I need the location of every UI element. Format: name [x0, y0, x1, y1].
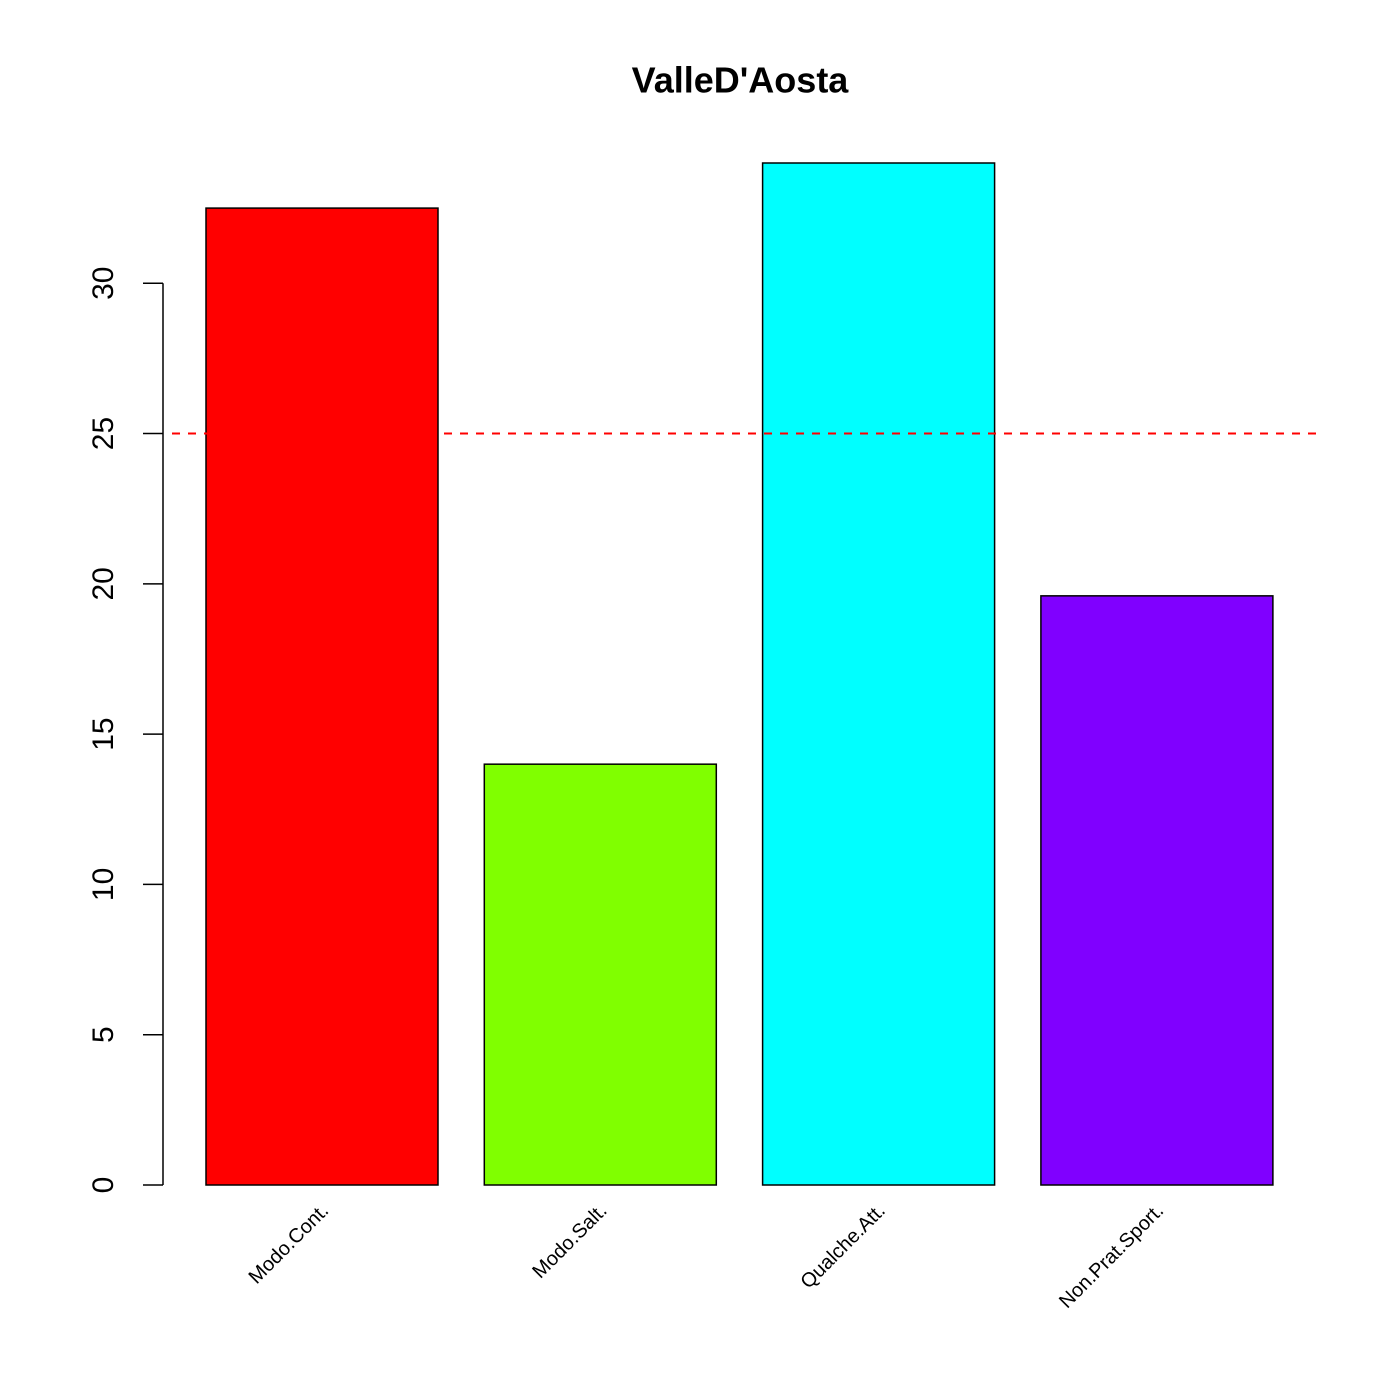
- y-tick-label: 15: [87, 717, 120, 750]
- x-tick-label: Modo.Cont.: [245, 1200, 334, 1289]
- y-tick-label: 0: [87, 1177, 120, 1194]
- bar: [483, 763, 718, 1186]
- y-tick-label: 30: [87, 267, 120, 300]
- y-tick-label: 10: [87, 868, 120, 901]
- y-tick-label: 25: [87, 417, 120, 450]
- x-tick-label: Modo.Salt.: [528, 1200, 611, 1283]
- x-tick-label: Non.Prat.Sport.: [1055, 1200, 1168, 1313]
- x-tick-label: Qualche.Att.: [796, 1200, 889, 1293]
- bar: [761, 162, 996, 1186]
- bar: [205, 207, 439, 1186]
- chart-title: ValleD'Aosta: [632, 60, 850, 101]
- y-tick-label: 20: [87, 567, 120, 600]
- y-tick-label: 5: [87, 1026, 120, 1043]
- bar: [1040, 595, 1274, 1186]
